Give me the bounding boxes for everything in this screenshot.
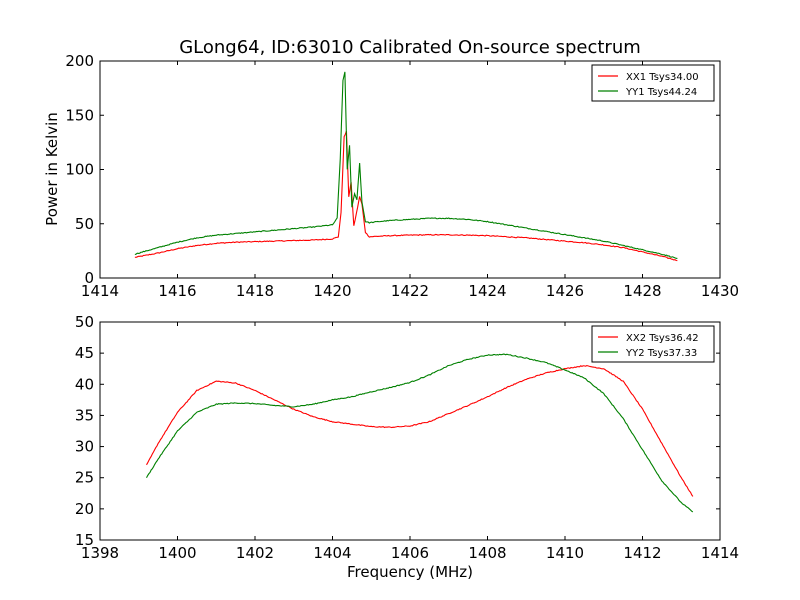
bottom-x-tick-label: 1402 — [236, 544, 274, 562]
top-x-tick-label: 1424 — [468, 282, 506, 300]
top-y-tick-label: 0 — [84, 269, 94, 287]
bottom-x-tick-label: 1406 — [391, 544, 429, 562]
bottom-series-line-1 — [146, 365, 694, 497]
bottom-x-tick-label: 1400 — [158, 544, 196, 562]
top-y-tick-label: 200 — [65, 52, 94, 70]
bottom-legend-box — [591, 325, 715, 363]
top-y-tick-label: 150 — [65, 106, 94, 124]
bottom-y-tick-label: 45 — [75, 344, 94, 362]
top-x-tick-label: 1426 — [546, 282, 584, 300]
bottom-y-tick-label: 20 — [75, 500, 94, 518]
top-y-axis-label: Power in Kelvin — [43, 112, 61, 226]
top-legend-label-1: XX1 Tsys34.00 — [626, 72, 699, 83]
top-series-line-1 — [134, 130, 678, 262]
top-legend: XX1 Tsys34.00 YY1 Tsys44.24 — [591, 64, 715, 102]
top-x-tick-label: 1422 — [391, 282, 429, 300]
bottom-x-tick-label: 1412 — [623, 544, 661, 562]
bottom-x-tick-label: 1410 — [546, 544, 584, 562]
top-legend-box — [591, 64, 715, 102]
bottom-x-tick-label: 1408 — [468, 544, 506, 562]
bottom-legend: XX2 Tsys36.42 YY2 Tsys37.33 — [591, 325, 715, 363]
top-x-tick-label: 1428 — [623, 282, 661, 300]
chart-title: GLong64, ID:63010 Calibrated On-source s… — [179, 37, 641, 58]
top-x-tick-label: 1418 — [236, 282, 274, 300]
bottom-x-axis-label: Frequency (MHz) — [347, 563, 473, 581]
bottom-y-tick-label: 35 — [75, 406, 94, 424]
bottom-y-tick-label: 15 — [75, 531, 94, 549]
bottom-y-tick-label: 30 — [75, 438, 94, 456]
bottom-spectrum-panel: 1398 1400 1402 1404 1406 1408 1410 1412 1414 15 20… — [75, 313, 739, 562]
bottom-y-tick-label: 50 — [75, 313, 94, 331]
bottom-y-tick-label: 25 — [75, 469, 94, 487]
top-series-line-2 — [134, 71, 678, 260]
bottom-x-tick-label: 1404 — [313, 544, 351, 562]
top-x-tick-label: 1430 — [701, 282, 739, 300]
top-spectrum-panel: 1414 1416 1418 1420 1422 1424 1426 1428 1430 0 50 1… — [65, 52, 739, 300]
top-y-tick-label: 50 — [75, 215, 94, 233]
top-x-tick-label: 1416 — [158, 282, 196, 300]
bottom-series-line-2 — [146, 353, 694, 513]
top-x-tick-label: 1414 — [81, 282, 119, 300]
top-y-tick-label: 100 — [65, 161, 94, 179]
top-x-tick-label: 1420 — [313, 282, 351, 300]
bottom-legend-label-1: XX2 Tsys36.42 — [626, 333, 699, 344]
bottom-x-tick-label: 1414 — [701, 544, 739, 562]
bottom-legend-label-2: YY2 Tsys37.33 — [625, 348, 697, 359]
bottom-x-tick-label: 1398 — [81, 544, 119, 562]
bottom-y-tick-label: 40 — [75, 375, 94, 393]
top-legend-label-2: YY1 Tsys44.24 — [625, 87, 697, 98]
